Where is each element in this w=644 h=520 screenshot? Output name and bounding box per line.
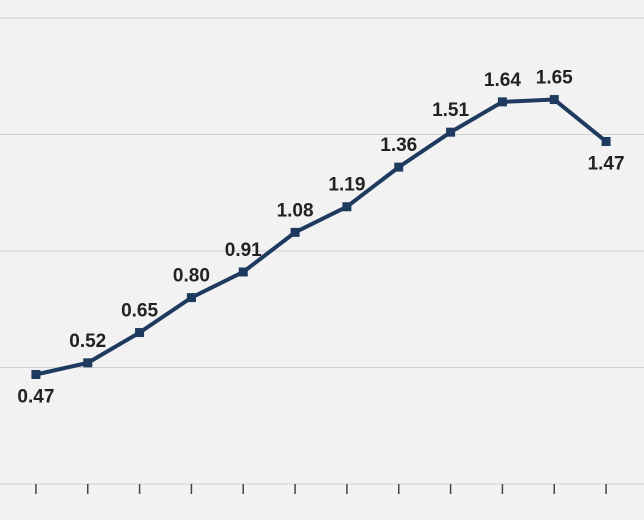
data-label: 0.80 bbox=[173, 266, 210, 287]
data-label: 1.08 bbox=[277, 200, 314, 221]
data-label: 1.36 bbox=[380, 135, 417, 156]
line-chart: 0.47 0.52 0.65 0.80 0.91 1.08 1.19 1.36 1.51 1.64… bbox=[0, 0, 644, 520]
data-marker bbox=[291, 228, 300, 237]
data-marker bbox=[135, 328, 144, 337]
data-label: 0.52 bbox=[69, 331, 106, 352]
data-marker bbox=[498, 97, 507, 106]
data-marker bbox=[446, 128, 455, 137]
data-marker bbox=[239, 267, 248, 276]
data-marker bbox=[550, 95, 559, 104]
data-marker bbox=[83, 358, 92, 367]
chart-svg: 0.47 0.52 0.65 0.80 0.91 1.08 1.19 1.36 1.51 1.64… bbox=[0, 0, 644, 520]
data-label: 1.19 bbox=[328, 175, 365, 196]
data-label: 1.64 bbox=[484, 70, 521, 91]
data-label: 1.65 bbox=[536, 68, 573, 89]
data-label: 0.91 bbox=[225, 240, 262, 261]
data-marker bbox=[342, 202, 351, 211]
data-marker bbox=[31, 370, 40, 379]
data-label: 0.47 bbox=[17, 386, 54, 407]
data-label: 1.51 bbox=[432, 100, 469, 121]
data-label: 0.65 bbox=[121, 301, 158, 322]
data-marker bbox=[394, 163, 403, 172]
data-label: 1.47 bbox=[588, 153, 625, 174]
data-marker bbox=[602, 137, 611, 146]
data-marker bbox=[187, 293, 196, 302]
